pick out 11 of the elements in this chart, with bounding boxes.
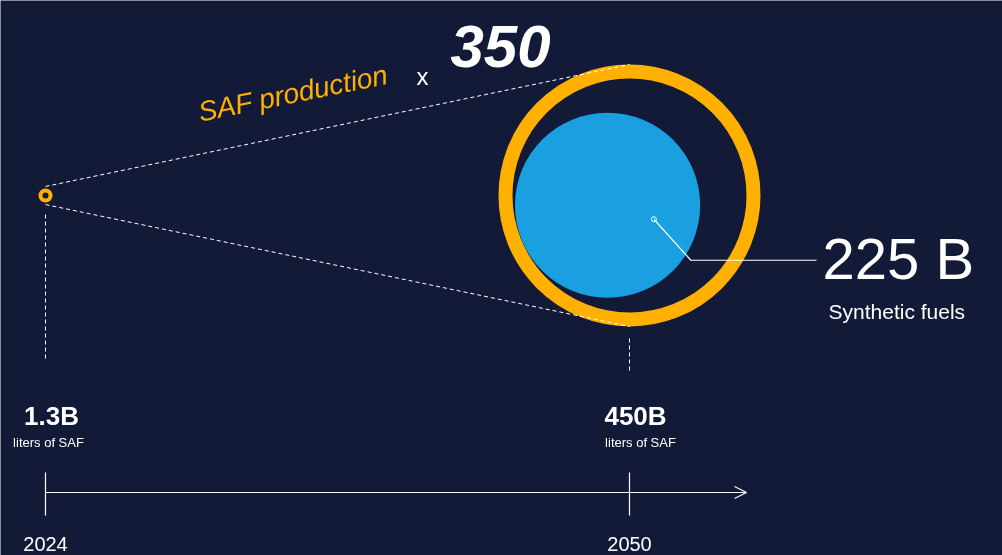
text: liters of SAF xyxy=(605,435,676,450)
data-label: 225 B xyxy=(822,225,975,291)
text: liters of SAF xyxy=(13,435,84,450)
text: Synthetic fuels xyxy=(828,299,966,323)
text: x xyxy=(416,63,429,90)
text: SAF production xyxy=(195,59,391,128)
category-label: 2024 xyxy=(23,532,68,555)
category-label: 2050 xyxy=(607,532,652,555)
data-label: 1.3B xyxy=(24,400,79,431)
data-label: 450B xyxy=(604,400,667,431)
text: 350 xyxy=(450,13,551,80)
